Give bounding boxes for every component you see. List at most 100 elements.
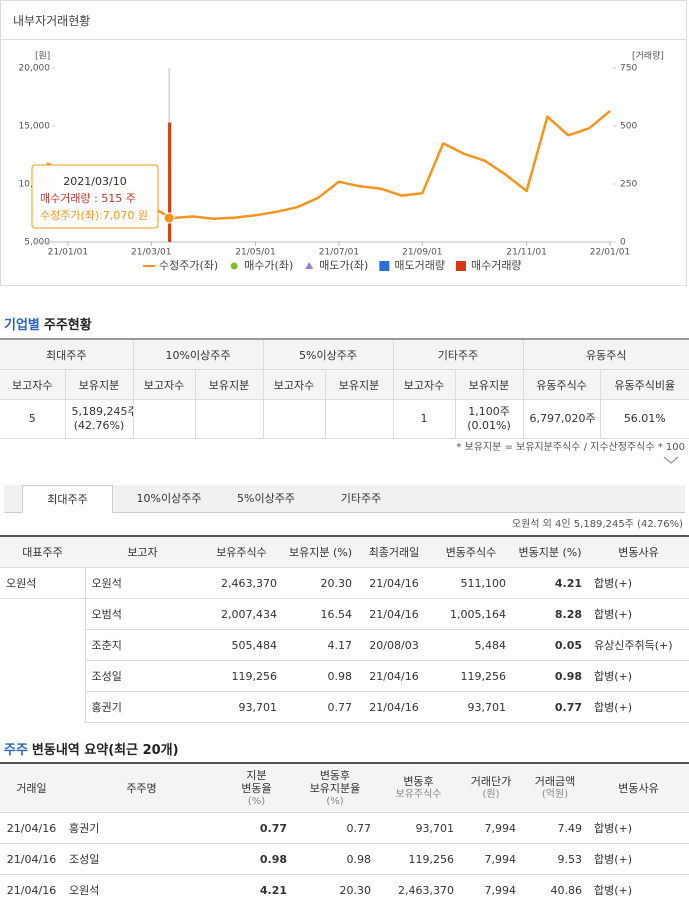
- column-header: 보고자수: [132, 369, 196, 400]
- legend-label: 매수거래량: [471, 259, 522, 272]
- cell: 21/04/16: [358, 691, 430, 723]
- y2-tick-label: 250: [620, 180, 637, 190]
- column-header: 변동사유: [588, 762, 689, 813]
- cell: 9.53: [522, 843, 588, 875]
- cell-line: (%): [326, 795, 344, 807]
- cell: [0, 691, 86, 723]
- cell: 합병(+): [588, 567, 689, 599]
- data-row: 조성일 119,256 0.98 21/04/16 119,256 0.98 합병(+): [0, 660, 689, 692]
- data-row: 21/04/16 홍권기 0.77 0.77 93,701 7,994 7.49 합병(+): [0, 812, 689, 844]
- column-header: 보고자수: [392, 369, 456, 400]
- cell: 21/04/16: [358, 660, 430, 692]
- header-row: 대표주주 보고자 보유주식수 보유지분 (%) 최종거래일 변동주식수 변동지분 (%) 변동…: [0, 535, 689, 568]
- y-unit: [원]: [35, 51, 50, 62]
- cell: 0.98: [220, 843, 293, 875]
- column-header: 대표주주: [0, 535, 85, 568]
- cell: 21/04/16: [0, 843, 63, 875]
- tab[interactable]: 기타주주: [340, 492, 382, 505]
- legend-label: 매도가(좌): [319, 259, 368, 272]
- cell-line: 보유지분율: [309, 781, 361, 795]
- cell: [0, 598, 86, 630]
- x-tick-label: 21/03/01: [131, 248, 171, 258]
- cell: 홍권기: [63, 812, 220, 844]
- column-header: 보유지분 (%): [283, 535, 358, 568]
- cell: 5: [0, 399, 66, 439]
- column-header: 보고자수: [262, 369, 326, 400]
- cell-line: (42.76%): [73, 419, 125, 432]
- cell: 4.21: [512, 567, 588, 599]
- y-tick-label: 20,000: [19, 64, 51, 74]
- volume-bar: [168, 122, 172, 242]
- legend-marker: [305, 262, 314, 269]
- column-header: 변동주식수: [430, 535, 512, 568]
- group-header: 10%이상주주: [132, 338, 264, 370]
- cell: 5,484: [430, 629, 512, 661]
- column-header: 변동사유: [588, 535, 689, 568]
- data-row: 오범석 2,007,434 16.54 21/04/16 1,005,164 8.28 합병…: [0, 598, 689, 630]
- y2-tick-label: 0: [620, 238, 626, 248]
- column-header: 거래단가 (원): [460, 762, 522, 813]
- cell: 93,701: [200, 691, 283, 723]
- cell: 합병(+): [588, 812, 689, 844]
- cell: 93,701: [430, 691, 512, 723]
- major-holder-table: 대표주주 보고자 보유주식수 보유지분 (%) 최종거래일 변동주식수 변동지분 (%) 변동…: [0, 535, 689, 723]
- cell: 홍권기: [85, 691, 200, 723]
- column-header: 보유지분: [194, 369, 264, 400]
- x-tick-label: 21/11/01: [506, 248, 546, 258]
- cell: 0.98: [293, 843, 377, 875]
- title-text: 주주현황: [43, 318, 92, 333]
- cell: 0.05: [512, 629, 588, 661]
- tab[interactable]: 최대주주: [22, 485, 113, 513]
- data-row: 21/04/16 오원석 4.21 20.30 2,463,370 7,994 40.86 합…: [0, 874, 689, 902]
- header-row: 보고자수 보유지분 보고자수 보유지분 보고자수 보유지분 보고자수 보유지분 유동주식수 유동주…: [0, 369, 689, 400]
- column-header: 지분 변동율 (%): [220, 762, 293, 813]
- tab[interactable]: 10%이상주주: [136, 492, 202, 505]
- column-header: 거래금액 (억원): [522, 762, 588, 813]
- section-title: 주주 변동내역 요약(최근 20개): [4, 739, 179, 758]
- cell-line: 변동후: [403, 775, 434, 788]
- cell: 1: [392, 399, 456, 439]
- cell-line: 변동율: [241, 781, 272, 795]
- group-header: 5%이상주주: [262, 338, 394, 370]
- cell: 2,463,370: [200, 567, 283, 599]
- cell: 7,994: [460, 812, 522, 844]
- summary: 오원석 외 4인 5,189,245주 (42.76%): [511, 519, 683, 530]
- column-header: 보고자수: [0, 369, 66, 400]
- y2-unit: [거래량]: [632, 50, 664, 62]
- cell: 0.77: [283, 691, 358, 723]
- data-row: 21/04/16 조성일 0.98 0.98 119,256 7,994 9.53 합병(+): [0, 843, 689, 875]
- cell: 오원석: [85, 567, 200, 599]
- column-header: 최종거래일: [358, 535, 430, 568]
- column-header: 보고자: [85, 535, 200, 568]
- x-tick-label: 21/09/01: [402, 248, 442, 258]
- cell: 0.98: [283, 660, 358, 692]
- cell: 1,100주 (0.01%): [454, 399, 524, 439]
- tooltip-line: 매수거래량 : 515 주: [40, 192, 136, 205]
- cell: 119,256: [377, 843, 460, 875]
- cell: 1,005,164: [430, 598, 512, 630]
- expand-icon[interactable]: [662, 454, 680, 466]
- cell: 8.28: [512, 598, 588, 630]
- section-title: 기업별 주주현황: [4, 314, 92, 333]
- cell: 합병(+): [588, 660, 689, 692]
- cell: 합병(+): [588, 691, 689, 723]
- cell-line: 지분: [246, 768, 267, 782]
- cell: 20/08/03: [358, 629, 430, 661]
- cell: 유상신주취득(+): [588, 629, 689, 661]
- cell: 119,256: [430, 660, 512, 692]
- cell: 6,797,020주: [522, 399, 601, 439]
- cell: 16.54: [283, 598, 358, 630]
- header: 내부자거래현황: [0, 0, 687, 40]
- group-header: 유동주식: [522, 338, 689, 370]
- cell-line: (억원): [541, 789, 569, 800]
- tab[interactable]: 5%이상주주: [237, 492, 295, 505]
- legend-label: 매도거래량: [394, 259, 445, 272]
- holder-table: 최대주주 10%이상주주 5%이상주주 기타주주 유동주식 보고자수 보유지분 보고자수 보유지…: [0, 338, 689, 439]
- cell: 119,256: [200, 660, 283, 692]
- tooltip-box: [31, 164, 159, 229]
- cell: 56.01%: [599, 399, 689, 439]
- cell: 21/04/16: [358, 567, 430, 599]
- header-row: 거래일 주주명 지분 변동율 (%) 변동후 보유지분율 (%) 변동후 보유주식수 거래단가 (원)…: [0, 762, 689, 813]
- title-highlight: 주주: [4, 743, 28, 758]
